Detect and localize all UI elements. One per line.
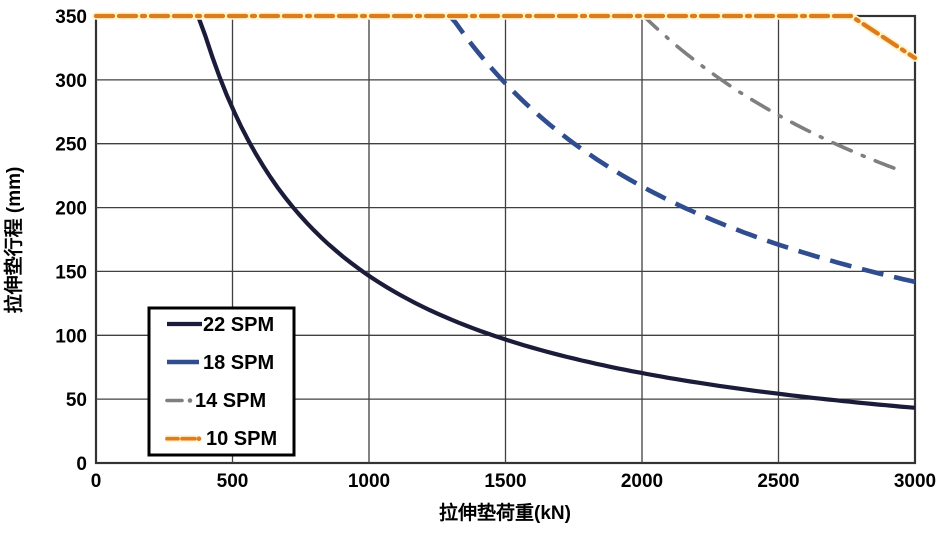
- svg-text:1000: 1000: [348, 471, 390, 492]
- svg-text:22 SPM: 22 SPM: [203, 314, 274, 336]
- svg-text:500: 500: [217, 471, 249, 492]
- svg-text:200: 200: [55, 199, 87, 220]
- svg-text:2500: 2500: [757, 471, 799, 492]
- svg-text:100: 100: [55, 326, 87, 347]
- svg-text:2000: 2000: [621, 471, 663, 492]
- svg-text:250: 250: [55, 135, 87, 156]
- svg-text:150: 150: [55, 262, 87, 283]
- svg-text:300: 300: [55, 71, 87, 92]
- svg-text:0: 0: [91, 471, 102, 492]
- svg-text:0: 0: [76, 454, 87, 475]
- svg-text:拉伸垫行程 (mm): 拉伸垫行程 (mm): [2, 167, 25, 314]
- svg-text:350: 350: [55, 7, 87, 28]
- svg-text:3000: 3000: [894, 471, 936, 492]
- svg-text:18 SPM: 18 SPM: [203, 352, 274, 374]
- svg-text:拉伸垫荷重(kN): 拉伸垫荷重(kN): [439, 501, 571, 524]
- svg-text:50: 50: [66, 390, 87, 411]
- svg-text:14 SPM: 14 SPM: [195, 390, 266, 412]
- svg-text:1500: 1500: [484, 471, 526, 492]
- svg-text:10 SPM: 10 SPM: [206, 428, 277, 450]
